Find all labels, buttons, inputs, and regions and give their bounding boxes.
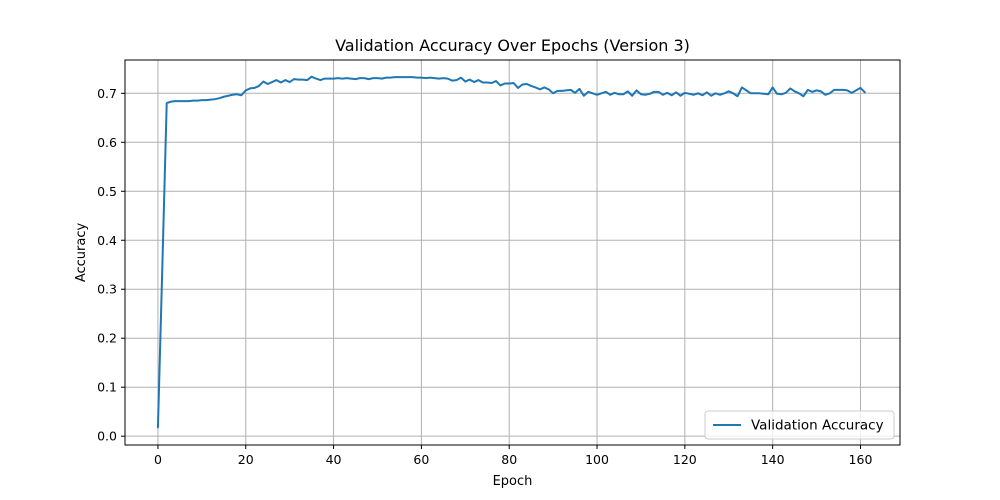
chart-title: Validation Accuracy Over Epochs (Version…: [335, 36, 690, 55]
x-tick-label: 40: [326, 452, 342, 467]
y-tick-label: 0.7: [97, 86, 117, 101]
legend: Validation Accuracy: [704, 410, 895, 440]
plot-lines: [156, 75, 866, 429]
y-axis-label: Accuracy: [74, 223, 89, 283]
legend-label: Validation Accuracy: [751, 418, 884, 434]
x-axis-label: Epoch: [493, 474, 533, 489]
plot-frame: [124, 59, 901, 446]
y-tick-label: 0.5: [97, 184, 117, 199]
y-tick-label: 0.4: [97, 233, 117, 248]
x-tick-label: 120: [673, 452, 697, 467]
x-tick-label: 140: [761, 452, 785, 467]
y-tick-label: 0.6: [97, 135, 117, 150]
x-axis: 0 20 40 60 80 100 120 140 160: [154, 445, 873, 467]
x-tick-label: 160: [849, 452, 873, 467]
y-tick-label: 0.1: [97, 380, 117, 395]
x-tick-label: 80: [501, 452, 517, 467]
series-line-validation-accuracy: [156, 75, 866, 429]
y-axis: 0.0 0.1 0.2 0.3 0.4 0.5 0.6 0.7: [97, 86, 125, 444]
x-tick-label: 0: [154, 452, 162, 467]
x-tick-label: 60: [413, 452, 429, 467]
y-tick-label: 0.2: [97, 331, 117, 346]
y-tick-label: 0.0: [97, 429, 117, 444]
x-tick-label: 100: [585, 452, 609, 467]
y-tick-label: 0.3: [97, 282, 117, 297]
x-tick-label: 20: [238, 452, 254, 467]
legend-box: [704, 410, 895, 440]
